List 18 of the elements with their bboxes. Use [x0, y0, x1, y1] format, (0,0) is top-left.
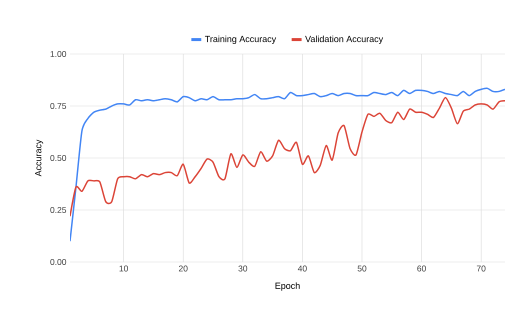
x-tick-label: 40 [298, 266, 307, 272]
x-tick-label: 70 [476, 266, 486, 272]
line-series [70, 96, 505, 217]
y-tick-label: 0.75 [50, 103, 66, 109]
x-axis-title: Epoch [276, 282, 300, 291]
x-tick-label: 10 [120, 266, 128, 272]
y-tick-label: 0.00 [50, 259, 66, 265]
x-tick-label: 60 [417, 266, 426, 272]
line-series [70, 88, 505, 242]
y-tick-label: 0.50 [50, 155, 66, 161]
y-tick-label: 0.25 [50, 207, 66, 213]
y-axis-title: Accuracy [35, 140, 44, 176]
legend-label: Validation Accuracy [305, 36, 384, 44]
x-tick-label: 30 [238, 266, 248, 272]
x-tick-label: 50 [358, 266, 366, 272]
y-tick-label: 1.00 [50, 51, 66, 57]
x-tick-label: 20 [178, 266, 188, 272]
legend-label: Training Accuracy [204, 36, 276, 44]
